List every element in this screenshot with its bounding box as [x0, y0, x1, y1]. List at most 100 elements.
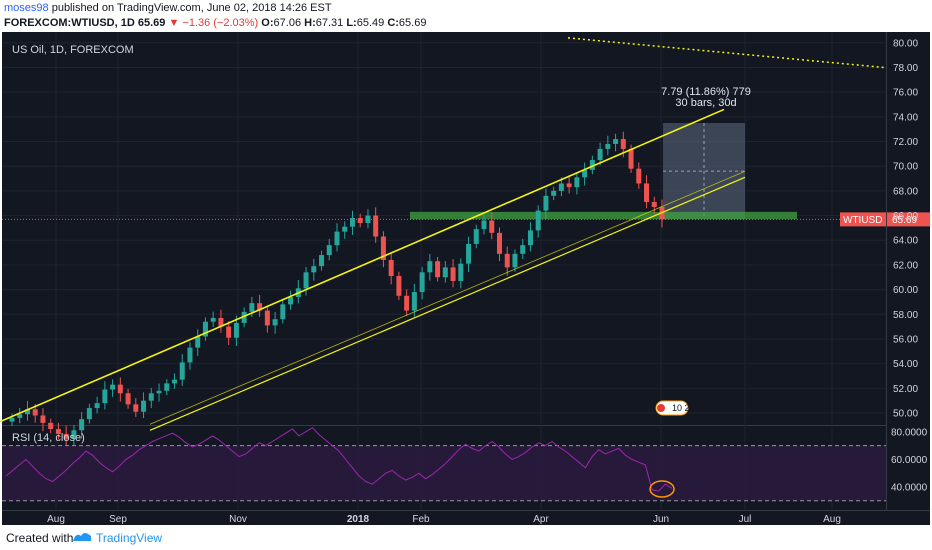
candle-body [172, 379, 177, 384]
candle-body [55, 429, 61, 434]
close-label: C: [387, 17, 399, 29]
candle-body [380, 236, 386, 260]
candle-body [319, 255, 325, 267]
candle-body [527, 230, 533, 246]
candle-body [48, 422, 54, 430]
author-link[interactable]: moses98 [4, 2, 49, 14]
y-tick-label: 70.00 [893, 162, 918, 173]
candle-body [404, 295, 410, 311]
candle-body [9, 417, 15, 422]
flag-icon [657, 404, 665, 412]
price-tag-symbol: WTIUSD [843, 215, 882, 226]
candle-body [24, 409, 30, 415]
candle-body [148, 393, 154, 401]
candle-body [365, 215, 371, 223]
rsi-tick-label: 60.0000 [891, 455, 928, 466]
y-tick-label: 80.00 [893, 38, 918, 49]
x-tick-label: Sep [109, 514, 127, 525]
candle-body [102, 389, 108, 404]
high-value: 67.31 [315, 17, 344, 29]
y-tick-label: 54.00 [893, 359, 918, 370]
candle-body [566, 183, 572, 188]
candle-body [543, 195, 549, 211]
header: moses98 published on TradingView.com, Ju… [0, 0, 932, 32]
channel-lower-line [149, 176, 746, 431]
candle-body [396, 276, 402, 296]
candle-body [450, 267, 456, 281]
measure-label-1: 7.79 (11.86%) 779 [661, 86, 751, 98]
candle-body [40, 415, 46, 423]
candle-body [535, 210, 541, 231]
rsi-tick-label: 80.0000 [891, 427, 928, 438]
candle-body [589, 160, 595, 170]
candle-body [512, 253, 518, 268]
candle-body [644, 183, 650, 202]
y-tick-label: 64.00 [893, 236, 918, 247]
rsi-line [5, 427, 673, 492]
y-tick-label: 50.00 [893, 409, 918, 420]
candle-body [419, 272, 425, 293]
candle-body [442, 267, 448, 278]
candle-body [32, 409, 38, 416]
candle-body [497, 232, 502, 254]
chart-area[interactable] [2, 32, 930, 525]
support-zone [410, 211, 797, 220]
x-tick-label: Aug [47, 514, 65, 525]
rsi-title: RSI (14, close) [12, 432, 85, 444]
high-label: H: [304, 17, 316, 29]
candle-body [110, 384, 116, 390]
candle-body [427, 261, 433, 273]
tradingview-brand[interactable]: TradingView [96, 531, 163, 545]
publication-line: moses98 published on TradingView.com, Ju… [4, 2, 332, 14]
candle-body [79, 419, 85, 431]
candle-body [357, 218, 363, 223]
x-tick-label: Feb [412, 514, 430, 525]
candle-body [334, 231, 340, 246]
x-tick-label: Nov [229, 514, 247, 525]
candle-body [164, 383, 170, 391]
candle-body [303, 272, 309, 289]
candle-body [373, 215, 379, 237]
candle-body [574, 177, 580, 188]
candle-body [520, 245, 526, 254]
published-text: published on TradingView.com, June 02, 2… [51, 2, 332, 14]
candle-body [582, 169, 588, 178]
candle-body [411, 292, 417, 311]
candle-body [86, 408, 92, 420]
candle-body [195, 336, 201, 348]
candle-body [349, 218, 355, 227]
candle-body [241, 311, 247, 323]
event-badge [655, 400, 689, 416]
price-tag-value: 65.69 [892, 215, 917, 226]
candle-body [504, 253, 510, 268]
y-tick-label: 78.00 [893, 63, 918, 74]
y-tick-label: 68.00 [893, 186, 918, 197]
candle-body [210, 317, 216, 322]
ohlc-line: FOREXCOM:WTIUSD, 1D 65.69 ▼ −1.36 (−2.03… [4, 17, 426, 29]
candle-body [342, 226, 348, 232]
candle-body [280, 304, 286, 320]
y-tick-label: 62.00 [893, 260, 918, 271]
candle-body [71, 430, 77, 439]
y-tick-label: 56.00 [893, 334, 918, 345]
x-tick-label: 2018 [347, 514, 370, 525]
x-tick-label: Jul [739, 514, 752, 525]
price-axis [886, 32, 930, 510]
x-tick-label: Aug [823, 514, 841, 525]
candle-body [628, 148, 634, 169]
tradingview-logo-icon[interactable] [72, 530, 92, 544]
candle-body [597, 148, 603, 161]
footer: Created with TradingView [0, 525, 932, 550]
y-tick-label: 72.00 [893, 137, 918, 148]
candle-body [558, 183, 564, 191]
candle-body [187, 347, 193, 363]
y-tick-label: 76.00 [893, 88, 918, 99]
x-tick-label: Jun [653, 514, 669, 525]
price-tag-value-bg [887, 212, 930, 227]
last-price: 65.69 [137, 17, 166, 29]
open-label: O: [261, 17, 274, 29]
low-value: 65.49 [356, 17, 385, 29]
y-tick-label: 74.00 [893, 112, 918, 123]
candle-body [17, 414, 23, 418]
